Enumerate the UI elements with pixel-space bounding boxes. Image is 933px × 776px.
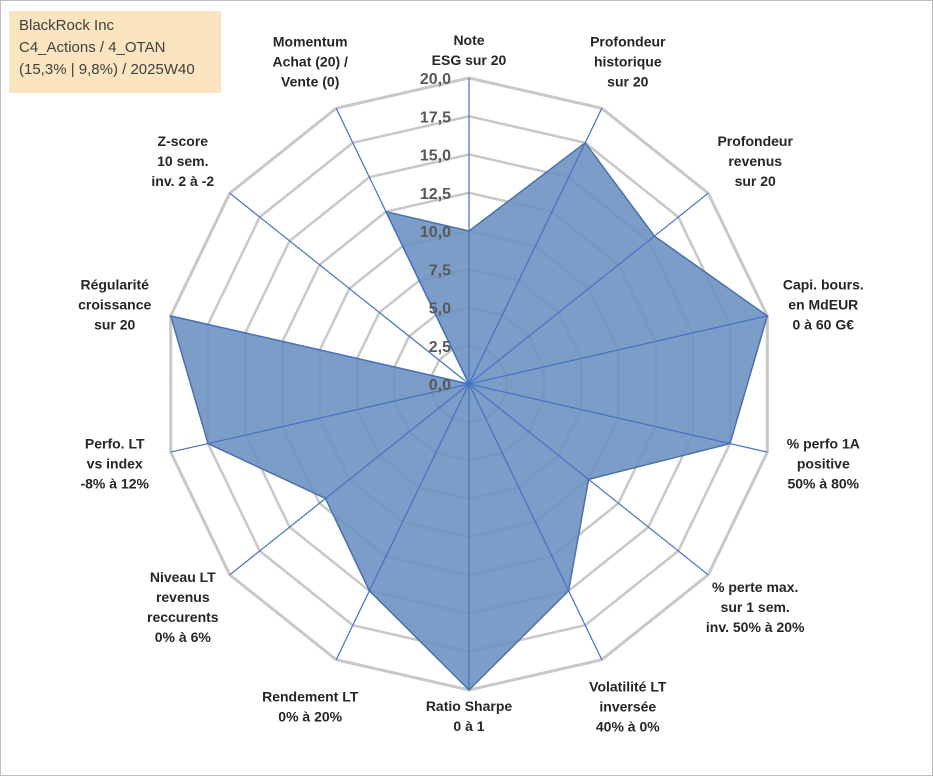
axis-spoke <box>335 383 470 660</box>
axis-label-line: 40% à 0% <box>596 719 660 735</box>
axis-label-line: Profondeur <box>717 133 793 149</box>
axis-label-line: inv. 2 à -2 <box>151 173 214 189</box>
axis-label-line: Niveau LT <box>150 569 216 585</box>
axis-label: Profondeur historique sur 20 <box>590 34 666 90</box>
axis-label: Rendement LT 0% à 20% <box>262 689 359 725</box>
axis-spoke <box>468 108 603 385</box>
axis-label: Z-score 10 sem. inv. 2 à -2 <box>151 133 214 189</box>
axis-label-line: Vente (0) <box>281 74 339 90</box>
axis-label-line: Régularité <box>80 276 149 292</box>
axis-label-line: positive <box>797 456 850 472</box>
axis-label-line: inversée <box>599 699 656 715</box>
tick-label: 12,5 <box>420 186 451 203</box>
axis-label-line: Profondeur <box>590 34 666 50</box>
axis-label-line: revenus <box>728 153 782 169</box>
axis-label-line: reccurents <box>147 609 219 625</box>
axis-label-line: 0% à 20% <box>278 709 342 725</box>
axis-spoke <box>468 192 709 385</box>
tick-layer: 0,0 2,5 5,0 7,5 10,0 12,5 15,0 17,5 20,0 <box>420 71 451 394</box>
axis-spoke <box>229 383 470 576</box>
tick-label: 7,5 <box>429 262 451 279</box>
axis-spoke <box>170 315 470 385</box>
axis-label: Perfo. LT vs index -8% à 12% <box>80 436 149 492</box>
axis-label: Profondeur revenus sur 20 <box>717 133 793 189</box>
axis-label: Ratio Sharpe 0 à 1 <box>426 698 513 734</box>
axis-label-line: 10 sem. <box>157 153 208 169</box>
label-layer: Note ESG sur 20 Profondeur historique sur 20… <box>78 32 864 735</box>
tick-label: 15,0 <box>420 148 451 165</box>
axis-spoke <box>468 383 603 660</box>
info-box: BlackRock Inc C4_Actions / 4_OTAN (15,3%… <box>9 11 221 93</box>
axis-label: Régularité croissance sur 20 <box>78 276 151 332</box>
spoke-layer <box>170 78 768 690</box>
axis-label-line: vs index <box>87 456 143 472</box>
tick-label: 10,0 <box>420 224 451 241</box>
axis-label-line: Volatilité LT <box>589 679 667 695</box>
axis-spoke <box>468 315 768 385</box>
axis-label-line: Momentum <box>273 34 348 50</box>
axis-label: Note ESG sur 20 <box>432 32 507 68</box>
axis-spoke <box>170 383 470 453</box>
axis-label-line: en MdEUR <box>788 296 858 312</box>
axis-label: Momentum Achat (20) / Vente (0) <box>272 34 348 90</box>
axis-label-line: Z-score <box>158 133 209 149</box>
info-company: BlackRock Inc <box>19 17 115 34</box>
tick-label: 5,0 <box>429 301 451 318</box>
axis-label-line: 50% à 80% <box>787 476 859 492</box>
axis-spoke <box>229 192 470 385</box>
axis-label: % perte max. sur 1 sem. inv. 50% à 20% <box>706 579 805 635</box>
tick-label: 20,0 <box>420 71 451 88</box>
axis-label-line: 0% à 6% <box>155 629 212 645</box>
axis-label-line: % perte max. <box>712 579 798 595</box>
axis-spoke <box>468 383 768 453</box>
axis-spoke <box>335 108 470 385</box>
axis-label-line: Capi. bours. <box>783 276 864 292</box>
axis-spoke <box>468 383 709 576</box>
axis-label-line: Note <box>453 32 484 48</box>
axis-label-line: sur 20 <box>94 316 135 332</box>
axis-label-line: -8% à 12% <box>80 476 149 492</box>
axis-label-line: revenus <box>156 589 210 605</box>
tick-label: 2,5 <box>429 339 451 356</box>
axis-label-line: inv. 50% à 20% <box>706 619 805 635</box>
tick-label: 0,0 <box>429 377 451 394</box>
axis-label-line: sur 20 <box>607 74 648 90</box>
axis-label-line: historique <box>594 54 662 70</box>
axis-label-line: Ratio Sharpe <box>426 698 513 714</box>
axis-label-line: croissance <box>78 296 151 312</box>
info-category: C4_Actions / 4_OTAN <box>19 39 166 56</box>
axis-label: Capi. bours. en MdEUR 0 à 60 G€ <box>783 276 864 332</box>
tick-label: 17,5 <box>420 109 451 126</box>
axis-label-line: % perfo 1A <box>787 436 860 452</box>
axis-label-line: sur 1 sem. <box>721 599 790 615</box>
axis-label-line: 0 à 60 G€ <box>793 316 855 332</box>
axis-label-line: 0 à 1 <box>453 718 484 734</box>
axis-label: Niveau LT revenus reccurents 0% à 6% <box>147 569 219 645</box>
axis-label-line: ESG sur 20 <box>432 52 507 68</box>
axis-label: % perfo 1A positive 50% à 80% <box>787 436 860 492</box>
axis-label: Volatilité LT inversée 40% à 0% <box>589 679 667 735</box>
axis-label-line: Rendement LT <box>262 689 359 705</box>
axis-label-line: Perfo. LT <box>85 436 145 452</box>
axis-label-line: Achat (20) / <box>272 54 348 70</box>
axis-label-line: sur 20 <box>735 173 776 189</box>
info-stats: (15,3% | 9,8%) / 2025W40 <box>19 61 195 78</box>
